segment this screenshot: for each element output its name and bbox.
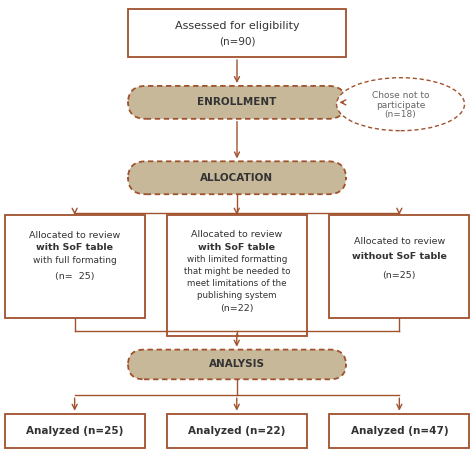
Text: Allocated to review: Allocated to review (29, 231, 120, 239)
Text: (n=18): (n=18) (385, 110, 416, 119)
Text: Assessed for eligibility: Assessed for eligibility (175, 21, 299, 31)
Text: with full formating: with full formating (33, 256, 117, 265)
Text: Chose not to: Chose not to (372, 91, 429, 101)
Text: with SoF table: with SoF table (198, 243, 275, 251)
Text: (n=  25): (n= 25) (55, 272, 94, 281)
FancyBboxPatch shape (167, 414, 307, 448)
Text: Analyzed (n=25): Analyzed (n=25) (26, 426, 123, 436)
Text: publishing system: publishing system (197, 291, 276, 300)
Text: Analyzed (n=47): Analyzed (n=47) (351, 426, 448, 436)
Text: without SoF table: without SoF table (352, 252, 447, 260)
FancyBboxPatch shape (128, 161, 346, 194)
Text: Allocated to review: Allocated to review (354, 237, 445, 245)
FancyBboxPatch shape (5, 215, 145, 318)
FancyBboxPatch shape (128, 86, 346, 119)
Text: participate: participate (376, 101, 425, 110)
Text: (n=90): (n=90) (219, 37, 255, 46)
Text: ENROLLMENT: ENROLLMENT (197, 97, 277, 107)
Text: (n=25): (n=25) (383, 271, 416, 280)
FancyBboxPatch shape (329, 215, 469, 318)
Text: meet limitations of the: meet limitations of the (187, 279, 286, 288)
Text: (n=22): (n=22) (220, 304, 254, 313)
Text: ALLOCATION: ALLOCATION (201, 173, 273, 183)
Text: Allocated to review: Allocated to review (191, 230, 283, 239)
Text: ANALYSIS: ANALYSIS (209, 360, 265, 369)
FancyBboxPatch shape (167, 215, 307, 336)
Ellipse shape (337, 78, 465, 131)
Text: Analyzed (n=22): Analyzed (n=22) (188, 426, 285, 436)
Text: with SoF table: with SoF table (36, 244, 113, 252)
FancyBboxPatch shape (329, 414, 469, 448)
FancyBboxPatch shape (5, 414, 145, 448)
Text: with limited formatting: with limited formatting (187, 255, 287, 264)
FancyBboxPatch shape (128, 9, 346, 57)
FancyBboxPatch shape (128, 350, 346, 379)
Text: that might be needed to: that might be needed to (183, 267, 290, 276)
